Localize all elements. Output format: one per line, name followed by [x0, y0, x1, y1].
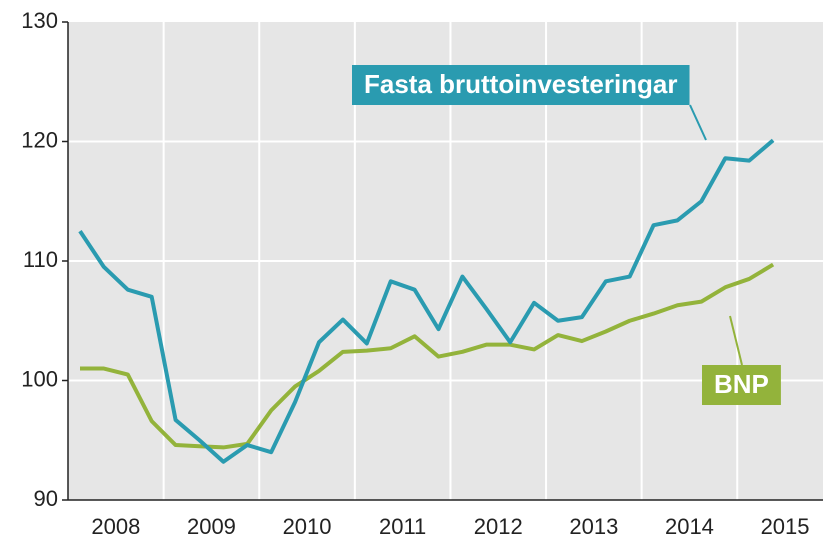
series-line [78, 138, 775, 464]
y-tick-label: 110 [23, 247, 58, 272]
legend-label: BNP [714, 369, 769, 399]
x-tick-label: 2011 [379, 514, 426, 539]
legend-label: Fasta bruttoinvesteringar [364, 69, 678, 99]
legend-pointer [729, 315, 743, 366]
series-line [80, 262, 775, 450]
y-tick-label: 90 [34, 486, 58, 511]
legend-box [702, 365, 781, 405]
x-tick-label: 2010 [283, 514, 332, 539]
x-tick-label: 2014 [665, 514, 714, 539]
x-tick-label: 2013 [569, 514, 618, 539]
x-tick-label: 2008 [91, 514, 140, 539]
x-tick-label: 2012 [474, 514, 523, 539]
x-tick-label: 2009 [187, 514, 236, 539]
legend-entry: Fasta bruttoinvesteringar [352, 65, 707, 141]
y-tick-label: 100 [21, 366, 58, 391]
y-tick-label: 120 [21, 127, 58, 152]
legend-box [352, 65, 690, 105]
x-tick-label: 2015 [761, 514, 810, 539]
legend-entry: BNP [702, 315, 781, 405]
legend-pointer [689, 104, 707, 141]
y-tick-label: 130 [21, 8, 58, 33]
